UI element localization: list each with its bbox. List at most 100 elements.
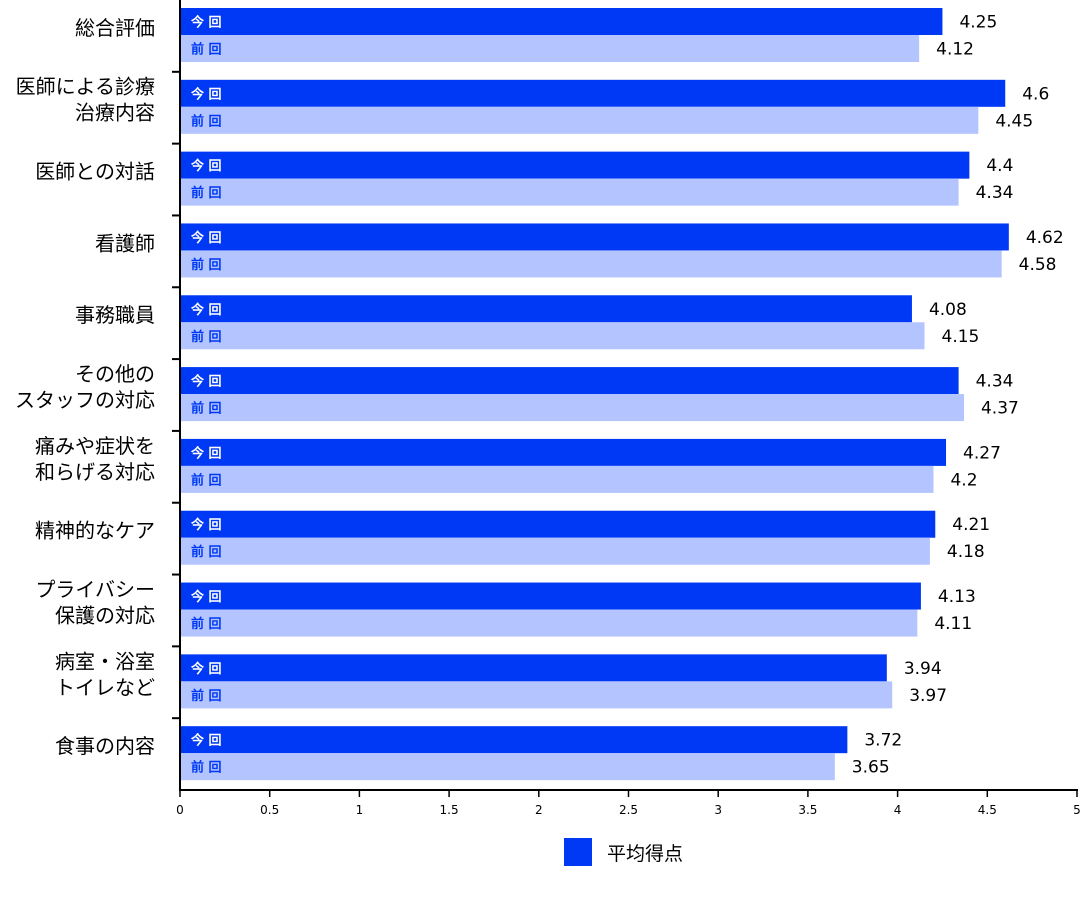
- category-label-6-0: 痛みや症状を: [35, 434, 155, 458]
- category-label-8-0: プライバシー: [35, 577, 155, 601]
- value-label-4-0: 4.08: [929, 300, 967, 320]
- value-label-5-0: 4.34: [976, 372, 1014, 392]
- bar-current-9: [180, 654, 887, 682]
- category-label-8-1: 保護の対応: [55, 603, 155, 627]
- bar-previous-1: [180, 106, 979, 134]
- bar-current-1: [180, 79, 1006, 107]
- x-tick-label-7: 3.5: [798, 803, 817, 817]
- bar-tag-6-1: 前 回: [191, 472, 222, 488]
- value-label-7-0: 4.21: [952, 515, 990, 535]
- bar-tag-3-1: 前 回: [191, 257, 222, 273]
- bars-group: 今 回 4.25 前 回 4.12 今 回 4.6 前 回 4.45 今 回 4.4 前 回 4.34…: [180, 8, 1064, 781]
- category-label-0-0: 総合評価: [75, 16, 155, 40]
- legend: 平均得点: [564, 838, 683, 866]
- bar-previous-10: [180, 753, 835, 781]
- x-tick-label-6: 3: [714, 803, 722, 817]
- bar-tag-10-1: 前 回: [191, 760, 222, 776]
- category-label-10-0: 食事の内容: [55, 734, 155, 758]
- category-label-9-1: トイレなど: [55, 675, 155, 699]
- bar-tag-9-1: 前 回: [191, 688, 222, 704]
- x-tick-label-9: 4.5: [978, 803, 997, 817]
- bar-tag-9-0: 今 回: [190, 661, 222, 677]
- bar-tag-0-1: 前 回: [191, 42, 222, 58]
- bar-tag-4-1: 前 回: [191, 329, 222, 345]
- bar-tag-0-0: 今 回: [190, 15, 222, 31]
- value-label-10-0: 3.72: [864, 731, 902, 751]
- value-label-2-0: 4.4: [986, 156, 1013, 176]
- x-tick-label-1: 0.5: [260, 803, 279, 817]
- bar-previous-6: [180, 465, 934, 493]
- legend-label: 平均得点: [607, 843, 683, 865]
- bar-current-5: [180, 367, 959, 395]
- category-label-9-0: 病室・浴室: [55, 649, 155, 673]
- x-tick-label-0: 0: [176, 803, 184, 817]
- value-label-2-1: 4.34: [976, 183, 1014, 203]
- value-label-8-1: 4.11: [934, 614, 972, 634]
- value-label-10-1: 3.65: [852, 758, 890, 778]
- value-label-6-0: 4.27: [963, 443, 1001, 463]
- category-label-2-0: 医師との対話: [35, 160, 155, 184]
- bar-tag-1-0: 今 回: [190, 86, 222, 102]
- category-label-1-1: 治療内容: [75, 101, 155, 125]
- x-tick-label-4: 2: [535, 803, 543, 817]
- value-label-1-1: 4.45: [995, 111, 1033, 131]
- bar-previous-9: [180, 681, 893, 709]
- bar-tag-8-1: 前 回: [191, 616, 222, 632]
- bar-tag-5-0: 今 回: [190, 374, 222, 390]
- bar-tag-2-0: 今 回: [190, 158, 222, 174]
- bar-previous-0: [180, 35, 920, 62]
- bar-tag-8-0: 今 回: [190, 589, 222, 605]
- bar-current-3: [180, 223, 1009, 251]
- value-label-1-0: 4.6: [1022, 84, 1049, 104]
- value-label-5-1: 4.37: [981, 399, 1019, 419]
- bar-tag-5-1: 前 回: [191, 401, 222, 417]
- legend-swatch: [564, 838, 592, 866]
- category-label-4-0: 事務職員: [75, 303, 155, 327]
- bar-current-10: [180, 726, 848, 754]
- category-label-1-0: 医師による診療: [16, 75, 155, 99]
- bar-tag-3-0: 今 回: [190, 230, 222, 246]
- value-label-9-0: 3.94: [904, 659, 942, 679]
- value-label-0-1: 4.12: [936, 40, 974, 60]
- axes-group: 0 0.5 1 1.5 2 2.5 3 3.5 4 4.5 5: [172, 0, 1080, 817]
- category-label-5-0: その他の: [75, 362, 155, 386]
- value-label-3-0: 4.62: [1026, 228, 1064, 248]
- bar-previous-8: [180, 609, 918, 637]
- value-label-4-1: 4.15: [942, 327, 980, 347]
- bar-previous-5: [180, 394, 964, 422]
- x-tick-label-3: 1.5: [440, 803, 459, 817]
- category-label-5-1: スタッフの対応: [15, 388, 155, 412]
- value-label-3-1: 4.58: [1019, 255, 1057, 275]
- bar-current-4: [180, 295, 912, 323]
- bar-tag-10-0: 今 回: [190, 733, 222, 749]
- bar-tag-6-0: 今 回: [190, 445, 222, 461]
- x-tick-label-10: 5: [1073, 803, 1080, 817]
- bar-tag-4-0: 今 回: [190, 302, 222, 318]
- category-labels-group: 総合評価医師による診療治療内容医師との対話看護師事務職員その他のスタッフの対応痛…: [15, 16, 155, 758]
- bar-current-6: [180, 438, 947, 466]
- category-label-6-1: 和らげる対応: [35, 460, 155, 484]
- x-tick-label-5: 2.5: [619, 803, 638, 817]
- bar-current-2: [180, 151, 970, 179]
- value-label-9-1: 3.97: [909, 686, 947, 706]
- value-label-6-1: 4.2: [950, 470, 977, 490]
- bar-current-0: [180, 8, 943, 35]
- value-label-8-0: 4.13: [938, 587, 976, 607]
- bar-tag-7-0: 今 回: [190, 517, 222, 533]
- value-label-0-0: 4.25: [959, 13, 997, 33]
- bar-previous-2: [180, 178, 959, 206]
- value-label-7-1: 4.18: [947, 542, 985, 562]
- bar-tag-1-1: 前 回: [191, 113, 222, 129]
- bar-previous-7: [180, 537, 930, 565]
- bar-current-8: [180, 582, 921, 610]
- bar-current-7: [180, 510, 936, 538]
- bar-tag-2-1: 前 回: [191, 185, 222, 201]
- x-tick-label-8: 4: [894, 803, 902, 817]
- bar-previous-3: [180, 250, 1002, 278]
- bar-previous-4: [180, 322, 925, 350]
- category-label-7-0: 精神的なケア: [35, 519, 155, 543]
- x-tick-label-2: 1: [356, 803, 364, 817]
- bar-tag-7-1: 前 回: [191, 544, 222, 560]
- category-label-3-0: 看護師: [95, 231, 155, 255]
